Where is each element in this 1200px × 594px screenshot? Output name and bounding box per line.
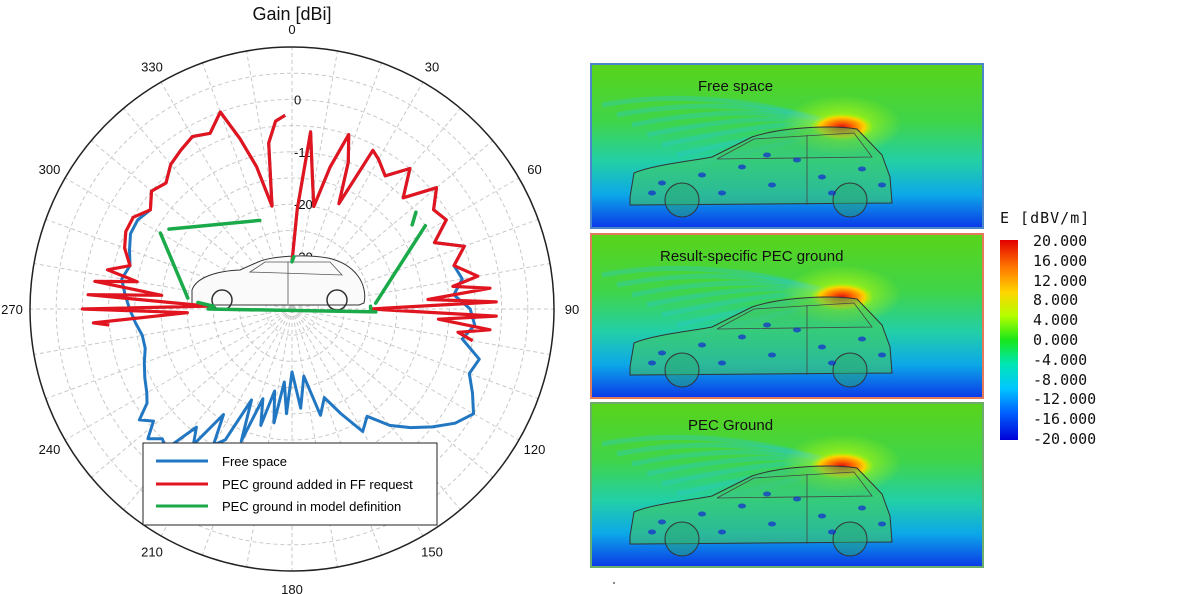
colorbar-tick-label: 0.000 <box>1033 331 1079 349</box>
colorbar-tick-label: 16.000 <box>1033 251 1088 270</box>
angle-tick-label: 240 <box>39 442 61 457</box>
field-heatmap: Result-specific PEC ground <box>592 235 982 397</box>
car-silhouette <box>629 126 893 206</box>
panel-label: Free space <box>698 78 773 95</box>
legend-label-free-space: Free space <box>222 454 287 469</box>
grid-spoke <box>291 308 539 400</box>
colorbar-title: E [dBV/m] <box>1000 209 1091 227</box>
colorbar-gradient <box>1000 240 1018 440</box>
panel-label: Result-specific PEC ground <box>660 248 843 265</box>
grid-spoke <box>33 308 293 355</box>
car-silhouette <box>629 465 893 545</box>
angle-tick-label: 60 <box>527 162 541 177</box>
series-pec-model <box>206 307 378 314</box>
outer-ring <box>29 46 555 572</box>
grid-ring <box>160 177 424 441</box>
angle-tick-label: 120 <box>524 442 546 457</box>
angle-tick-label: 330 <box>141 60 163 75</box>
grid-spoke <box>64 308 293 441</box>
gain-series <box>80 110 498 451</box>
angle-tick-label: 270 <box>1 302 23 317</box>
colorbar-tick-label: -20.000 <box>1033 430 1097 448</box>
angle-tick-labels: 0 30 60 90 120 150 180 210 240 270 300 330 <box>1 22 579 594</box>
field-panel-pec-ground: PEC Ground <box>590 402 984 568</box>
grid-ring <box>55 72 529 546</box>
series-pec-model <box>290 254 296 264</box>
colorbar-tick-label: -16.000 <box>1033 410 1097 429</box>
field-heatmap: PEC Ground <box>592 404 982 566</box>
series-pec-model <box>158 231 190 300</box>
angle-tick-label: 0 <box>288 22 295 37</box>
colorbar-tick-label: -8.000 <box>1033 370 1088 389</box>
car-silhouette <box>629 296 893 376</box>
angle-tick-label: 150 <box>421 544 443 559</box>
series-pec-model <box>410 210 418 227</box>
angle-tick-label: 30 <box>425 60 439 75</box>
stray-dot <box>613 582 615 584</box>
colorbar-tick-label: -12.000 <box>1033 390 1097 409</box>
field-panel-result-specific: Result-specific PEC ground <box>590 233 984 399</box>
legend-label-pec-ff: PEC ground added in FF request <box>222 477 413 492</box>
chart-legend: Free space PEC ground added in FF reques… <box>142 442 438 526</box>
chart-title: Gain [dBi] <box>252 4 331 24</box>
colorbar-tick-label: 12.000 <box>1033 271 1088 290</box>
grid-spoke <box>291 308 520 441</box>
panel-label: PEC Ground <box>688 417 773 434</box>
series-pec-model <box>167 218 262 231</box>
angle-tick-label: 180 <box>281 582 303 594</box>
polar-gain-chart: Gain [dBi] 0 30 60 90 120 150 180 210 240 270 300 3… <box>1 4 579 594</box>
field-panel-free-space: Free space <box>590 63 984 229</box>
angle-tick-label: 300 <box>39 162 61 177</box>
colorbar-tick-label: -4.000 <box>1033 350 1088 369</box>
radial-tick-label: 0 <box>294 92 301 107</box>
colorbar-tick-label: 4.000 <box>1033 311 1079 330</box>
series-pec-model <box>196 300 216 309</box>
series-pec-model <box>373 223 428 305</box>
grid-spoke <box>90 308 293 478</box>
legend-label-pec-model: PEC ground in model definition <box>222 499 401 514</box>
colorbar-tick-label: 20.000 <box>1033 232 1088 250</box>
car-outline-icon <box>191 255 366 311</box>
angle-tick-label: 90 <box>565 302 579 317</box>
field-heatmap: Free space <box>592 65 982 227</box>
grid-spoke <box>291 308 494 478</box>
colorbar-tick-label: 8.000 <box>1033 291 1079 310</box>
grid-spoke <box>291 308 551 355</box>
grid-spoke <box>45 308 293 400</box>
angle-tick-label: 210 <box>141 544 163 559</box>
